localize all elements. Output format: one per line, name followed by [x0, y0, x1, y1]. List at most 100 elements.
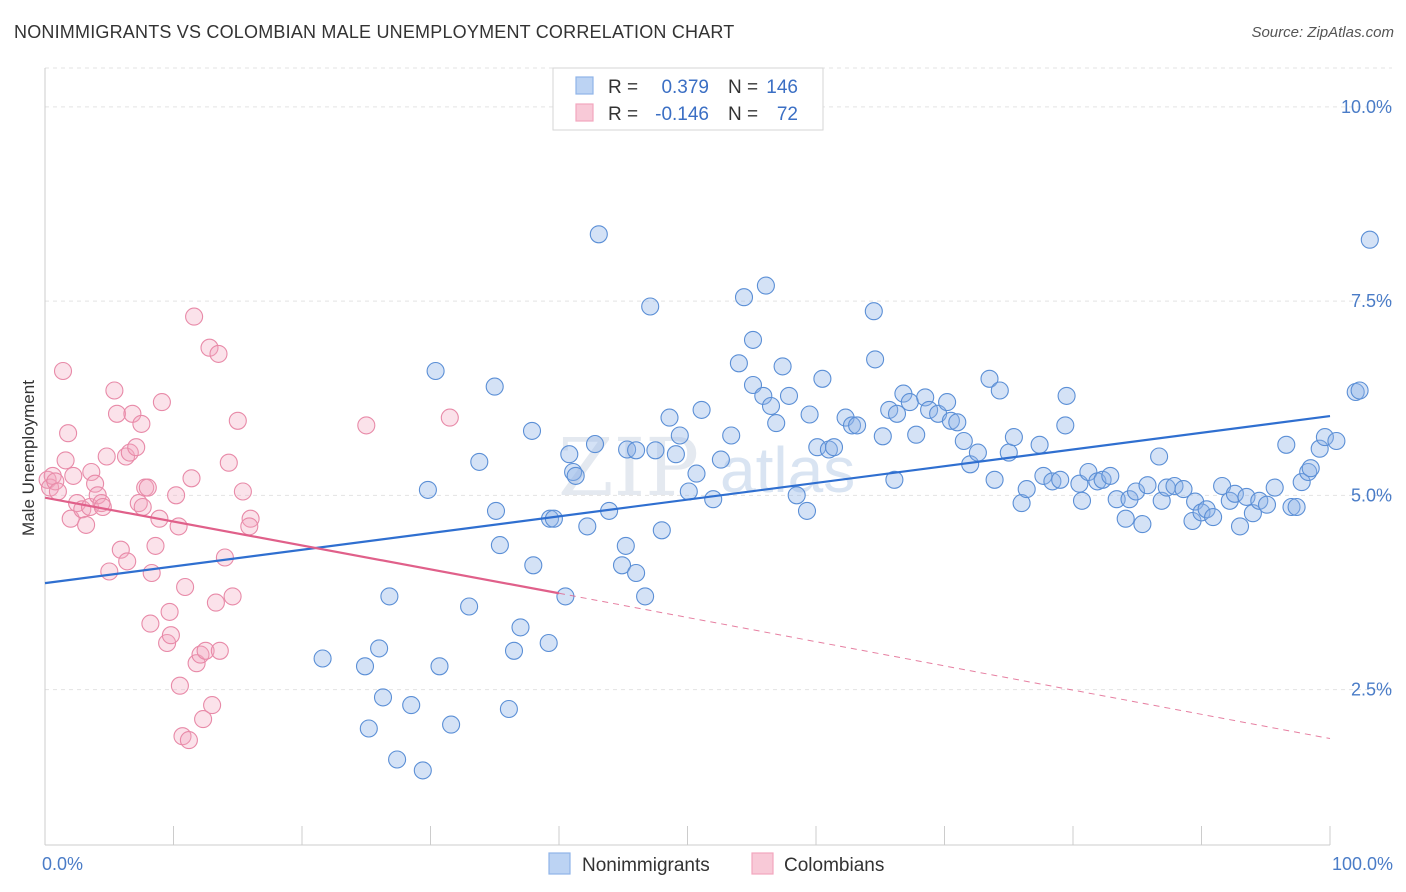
point-colombians — [86, 474, 105, 493]
point-nonimmigrants — [486, 501, 506, 520]
point-nonimmigrants — [612, 556, 632, 575]
point-nonimmigrants — [1030, 435, 1049, 454]
point-colombians — [107, 404, 127, 423]
point-nonimmigrants — [687, 464, 706, 483]
point-nonimmigrants — [402, 696, 421, 715]
point-nonimmigrants — [692, 400, 711, 419]
grid-lines — [45, 67, 1392, 691]
point-colombians — [77, 515, 96, 534]
point-nonimmigrants — [522, 421, 542, 440]
point-colombians — [123, 404, 142, 423]
point-nonimmigrants — [442, 715, 461, 734]
point-nonimmigrants — [370, 639, 389, 658]
point-nonimmigrants — [560, 445, 579, 464]
point-colombians — [187, 654, 206, 673]
point-nonimmigrants — [1360, 230, 1379, 249]
point-nonimmigrants — [666, 445, 685, 464]
point-nonimmigrants — [704, 490, 723, 509]
point-nonimmigrants — [842, 416, 862, 435]
point-nonimmigrants — [585, 435, 605, 454]
point-nonimmigrants — [1315, 428, 1334, 447]
point-nonimmigrants — [490, 536, 509, 555]
point-nonimmigrants — [1004, 428, 1023, 447]
point-colombians — [223, 587, 242, 606]
point-nonimmigrants — [388, 750, 407, 769]
point-nonimmigrants — [1138, 476, 1157, 495]
point-nonimmigrants — [539, 633, 558, 653]
point-colombians — [118, 552, 137, 571]
point-nonimmigrants — [1017, 480, 1036, 499]
point-colombians — [241, 509, 260, 528]
point-nonimmigrants — [1192, 503, 1211, 522]
point-nonimmigrants — [873, 427, 892, 446]
point-colombians — [161, 626, 180, 645]
point-nonimmigrants — [767, 414, 786, 433]
point-nonimmigrants — [779, 386, 799, 405]
point-colombians — [141, 614, 160, 633]
point-nonimmigrants — [787, 486, 806, 505]
point-colombians — [59, 424, 78, 443]
point-colombians — [170, 676, 189, 695]
point-colombians — [206, 593, 225, 612]
stats-swatch-colombians — [575, 103, 594, 122]
point-colombians — [82, 462, 101, 482]
y-tick-labels: 2.5% 5.0% 7.5% 10.0% — [1341, 97, 1392, 700]
stats-n-label-1: N = — [728, 77, 758, 98]
point-colombians — [179, 731, 198, 750]
point-colombians — [133, 497, 152, 517]
trend-extension-colombians — [558, 592, 1331, 740]
point-nonimmigrants — [646, 441, 665, 460]
point-nonimmigrants — [355, 657, 375, 676]
point-colombians — [203, 696, 222, 715]
point-colombians — [56, 451, 75, 470]
point-nonimmigrants — [743, 330, 763, 349]
point-nonimmigrants — [460, 597, 479, 616]
point-colombians — [440, 408, 459, 427]
point-colombians — [160, 602, 179, 621]
point-nonimmigrants — [907, 425, 926, 444]
point-colombians — [53, 361, 73, 381]
point-nonimmigrants — [380, 587, 399, 606]
point-nonimmigrants — [1051, 470, 1070, 489]
stats-r-label-2: R = — [608, 104, 638, 125]
point-nonimmigrants — [1265, 478, 1284, 497]
point-nonimmigrants — [941, 411, 960, 430]
point-colombians — [233, 482, 252, 501]
point-nonimmigrants — [1230, 517, 1250, 536]
x-tick-labels: 0.0% 100.0% — [42, 854, 1393, 874]
point-nonimmigrants — [1150, 447, 1169, 466]
point-nonimmigrants — [980, 369, 999, 388]
point-nonimmigrants — [641, 297, 660, 316]
source-label: Source: ZipAtlas.com — [1251, 24, 1394, 41]
point-nonimmigrants — [1204, 508, 1223, 527]
point-nonimmigrants — [627, 563, 646, 583]
point-nonimmigrants — [711, 450, 730, 469]
stats-r-value-2: -0.146 — [655, 104, 709, 125]
point-nonimmigrants — [1043, 472, 1062, 491]
point-nonimmigrants — [813, 369, 832, 388]
trend-line-colombians — [44, 496, 560, 595]
point-nonimmigrants — [729, 354, 748, 373]
point-colombians — [215, 548, 234, 567]
point-nonimmigrants — [373, 688, 393, 707]
point-nonimmigrants — [1277, 435, 1296, 454]
y-tick-label: 7.5% — [1351, 291, 1392, 311]
point-colombians — [196, 641, 215, 660]
point-nonimmigrants — [920, 400, 939, 419]
point-nonimmigrants — [670, 426, 689, 445]
point-colombians — [209, 344, 228, 363]
legend: Nonimmigrants Colombians — [548, 852, 884, 876]
point-nonimmigrants — [578, 517, 597, 536]
point-nonimmigrants — [1012, 494, 1031, 513]
point-nonimmigrants — [679, 482, 698, 501]
point-colombians — [357, 416, 376, 435]
chart-title: NONIMMIGRANTS VS COLOMBIAN MALE UNEMPLOY… — [14, 22, 735, 42]
point-nonimmigrants — [313, 649, 332, 668]
watermark-atlas: atlas — [720, 434, 855, 506]
point-colombians — [142, 563, 161, 583]
point-colombians — [48, 482, 67, 501]
point-nonimmigrants — [499, 699, 518, 719]
y-tick-label: 2.5% — [1351, 680, 1392, 700]
point-nonimmigrants — [754, 386, 773, 405]
